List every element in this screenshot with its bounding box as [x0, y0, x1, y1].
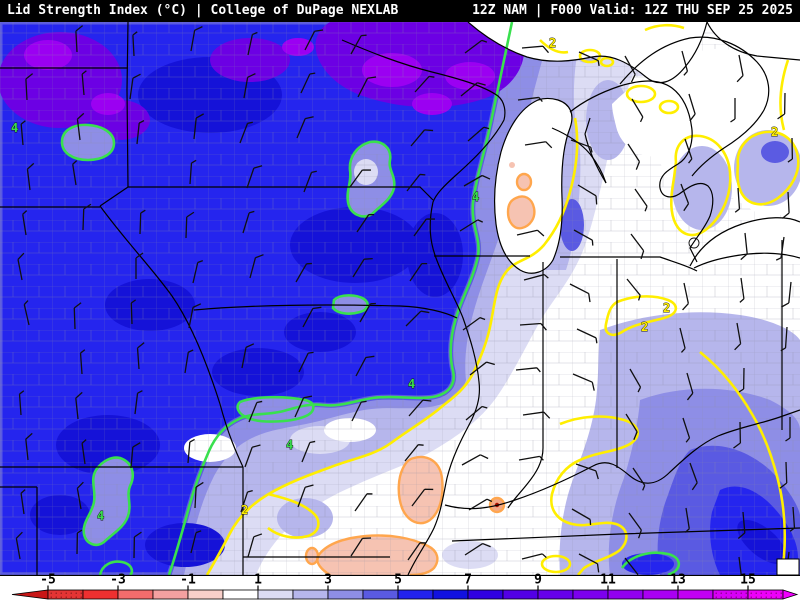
colorbar: -5 -3 -1 1 3 5 7 9 11 13 15: [11, 573, 799, 600]
orange-contours: [304, 172, 536, 576]
colorbar-tick-label: -5: [40, 573, 56, 588]
contour-label: 4: [11, 121, 18, 135]
product-title: Lid Strength Index (°C) | College of DuP…: [7, 3, 399, 18]
contour-label: 4: [97, 509, 104, 523]
contour-label: 2: [663, 301, 670, 315]
model-valid-time: 12Z NAM | F000 Valid: 12Z THU SEP 25 202…: [472, 3, 793, 18]
title-bar: Lid Strength Index (°C) | College of DuP…: [0, 0, 800, 22]
contour-label: 4: [408, 377, 415, 391]
contour-label: 2: [241, 503, 248, 517]
contour-labels: 4 4 4 4 4 2 2 2 2 2: [11, 36, 779, 524]
colorbar-tick-label: 7: [464, 573, 472, 588]
colorbar-tick-label: 15: [740, 573, 756, 588]
map-graphic: 4 4 4 4 4 2 2 2 2 2: [0, 22, 800, 576]
inset-box: [776, 558, 800, 576]
colorbar-tick-label: 9: [534, 573, 542, 588]
colorbar-tick-label: -3: [110, 573, 126, 588]
contour-label: 2: [549, 36, 556, 50]
contour-label: 2: [641, 320, 648, 334]
contour-label: 2: [771, 125, 778, 139]
colorbar-tick-label: 11: [600, 573, 616, 588]
contour-label: 4: [286, 438, 293, 452]
colorbar-tick-label: 3: [324, 573, 332, 588]
contour-label: 4: [472, 190, 479, 204]
colorbar-tick-label: 5: [394, 573, 402, 588]
colorbar-tick-label: -1: [180, 573, 196, 588]
state-borders: [0, 22, 800, 576]
wind-barbs: [15, 25, 796, 576]
colorbar-tick-label: 13: [670, 573, 686, 588]
colorbar-tick-label: 1: [254, 573, 262, 588]
yellow-contours: [205, 23, 800, 576]
